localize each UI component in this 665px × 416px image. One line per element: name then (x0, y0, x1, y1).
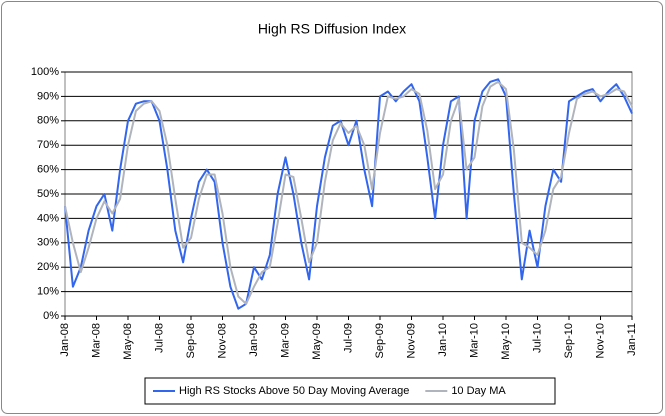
x-tick-label: Nov-09 (405, 323, 417, 358)
x-tick-label: May-08 (122, 323, 134, 360)
legend-box (144, 377, 556, 405)
y-tick-label: 60% (37, 164, 59, 176)
x-tick-label: Jul-08 (153, 323, 165, 353)
y-tick-label: 80% (37, 115, 59, 127)
series-line (64, 78, 633, 310)
x-tick-label: Mar-09 (279, 323, 291, 358)
legend-label: 10 Day MA (451, 385, 506, 397)
x-tick-label: May-09 (311, 323, 323, 360)
y-tick-label: 30% (37, 237, 59, 249)
x-tick-label: Sep-09 (374, 323, 386, 358)
x-tick-label: Jan-10 (437, 323, 449, 357)
x-tick-label: Jul-09 (342, 323, 354, 353)
y-tick-label: 10% (37, 286, 59, 298)
x-tick-label: Jan-11 (626, 323, 638, 356)
y-tick-label: 20% (37, 261, 59, 273)
y-tick-label: 70% (37, 139, 59, 151)
x-tick-label: Mar-08 (90, 323, 102, 358)
x-tick-label: Jul-10 (531, 323, 543, 353)
x-tick-label: Nov-10 (594, 323, 606, 358)
legend-label: High RS Stocks Above 50 Day Moving Avera… (179, 385, 409, 397)
y-tick-label: 100% (31, 66, 59, 78)
series-line (64, 80, 633, 305)
x-tick-label: Sep-08 (185, 323, 197, 358)
x-tick-label: Sep-10 (563, 323, 575, 358)
y-tick-label: 90% (37, 90, 59, 102)
x-tick-label: Jan-09 (248, 323, 260, 357)
y-tick-label: 50% (37, 188, 59, 200)
x-tick-label: Mar-10 (468, 323, 480, 358)
legend: High RS Stocks Above 50 Day Moving Avera… (144, 377, 556, 405)
x-tick-label: Jan-08 (59, 323, 71, 357)
x-tick-label: Nov-08 (216, 323, 228, 358)
x-tick-label: May-10 (500, 323, 512, 360)
chart-title: High RS Diffusion Index (258, 21, 406, 37)
y-tick-label: 0% (43, 310, 59, 322)
y-tick-label: 40% (37, 212, 59, 224)
